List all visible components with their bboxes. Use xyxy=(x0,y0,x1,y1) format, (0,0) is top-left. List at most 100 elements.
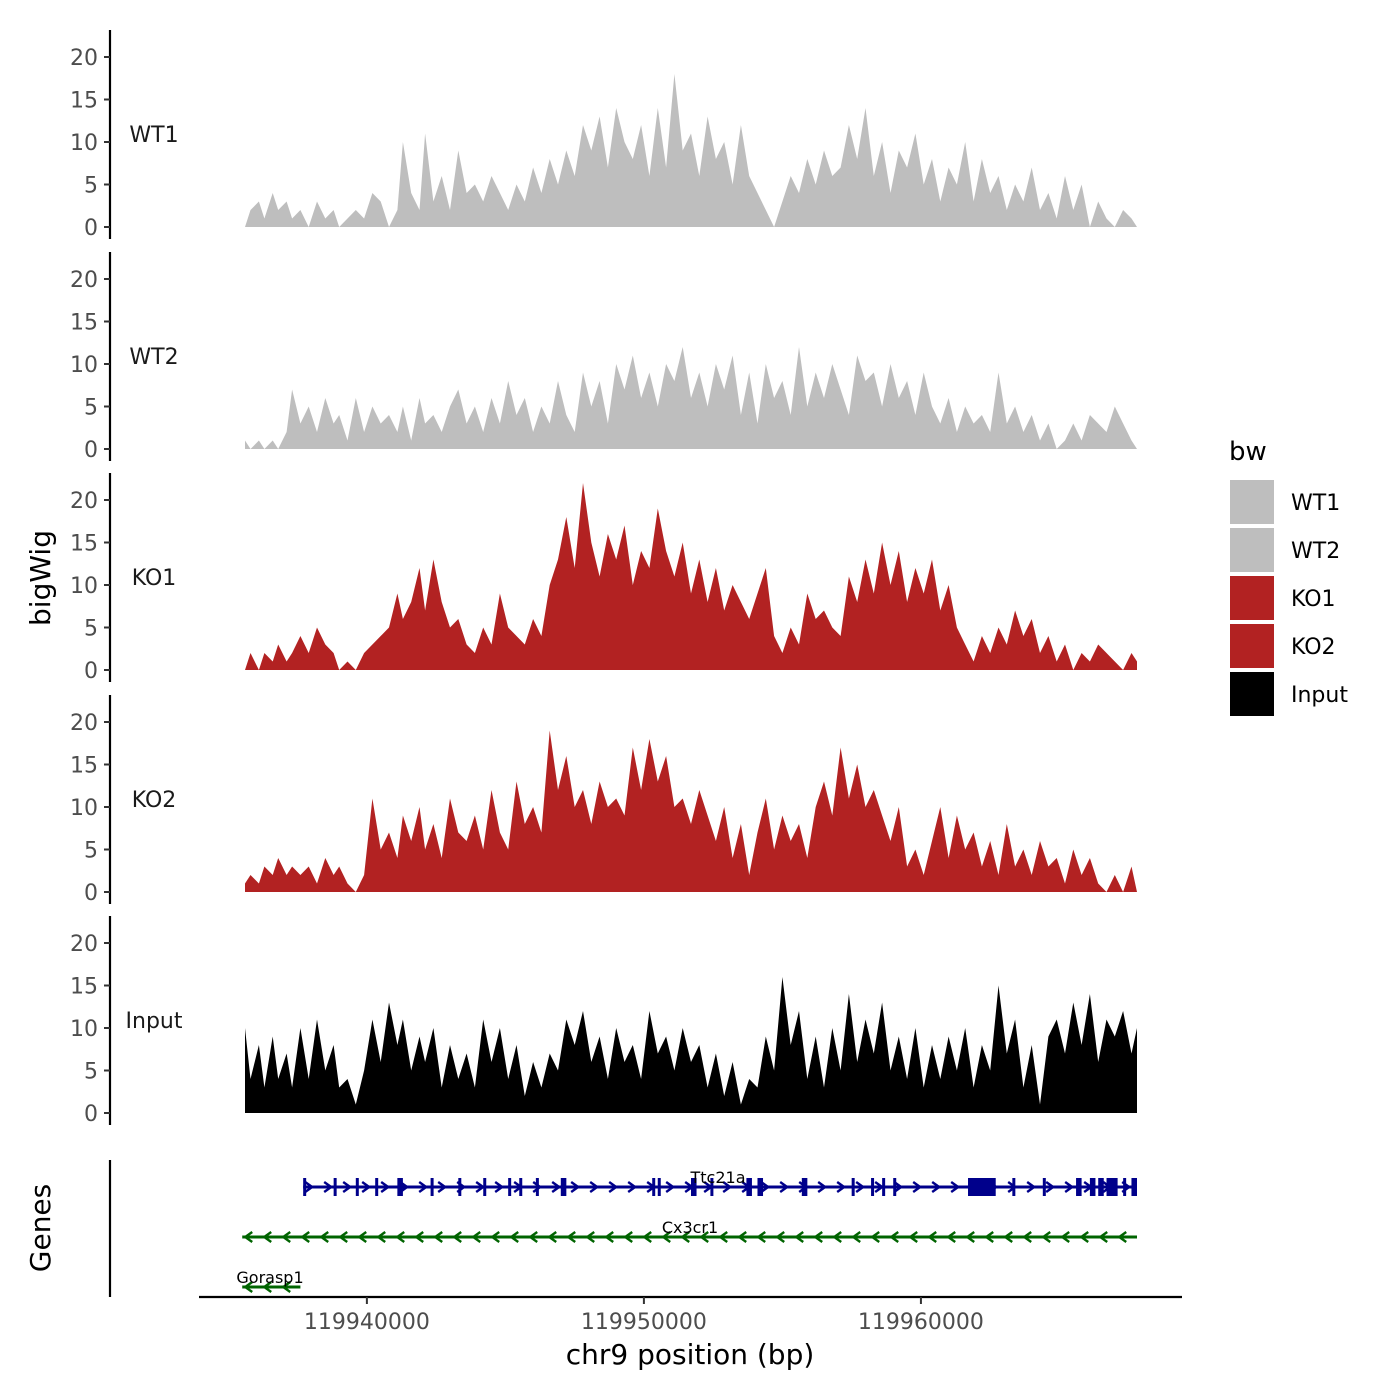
genes-axis-title: Genes xyxy=(24,1184,57,1272)
strand-arrow xyxy=(832,1231,842,1243)
strand-arrow xyxy=(471,1231,481,1243)
gene-cx3cr1: Cx3cr1 xyxy=(242,1218,1137,1243)
exon-block xyxy=(333,1178,337,1196)
y-tick-label: 0 xyxy=(84,659,98,684)
y-tick-label: 20 xyxy=(70,268,98,293)
exon-block xyxy=(1098,1178,1104,1196)
y-tick-label: 20 xyxy=(70,489,98,514)
exon-block xyxy=(882,1178,886,1196)
strand-arrow xyxy=(718,1231,728,1243)
strand-arrow xyxy=(817,1181,828,1193)
exon-block xyxy=(1131,1178,1137,1196)
exon-block xyxy=(1106,1178,1118,1196)
strand-arrow xyxy=(566,1231,576,1243)
exon-block xyxy=(430,1178,434,1196)
genes-track: Ttc21a Cx3cr1 Gorasp1 xyxy=(108,1160,1137,1297)
strand-arrow xyxy=(604,1231,614,1243)
legend-swatch xyxy=(1230,672,1274,716)
strand-arrow xyxy=(528,1231,538,1243)
strand-arrow xyxy=(300,1231,310,1243)
strand-arrow xyxy=(627,1181,638,1193)
track-input: 0 5 10 15 20 Input xyxy=(70,916,1137,1127)
legend-swatch xyxy=(1230,480,1274,524)
strand-arrow xyxy=(1041,1231,1051,1243)
strand-arrow xyxy=(490,1231,500,1243)
strand-arrow xyxy=(680,1231,690,1243)
legend-swatch xyxy=(1230,624,1274,668)
strand-arrow xyxy=(589,1181,600,1193)
strand-arrow xyxy=(532,1181,543,1193)
legend-label: Input xyxy=(1291,683,1348,708)
y-tick-label: 5 xyxy=(84,839,98,864)
strand-arrow xyxy=(376,1231,386,1243)
exon-block xyxy=(1123,1178,1127,1196)
strand-arrow xyxy=(437,1181,448,1193)
strand-arrow xyxy=(585,1231,595,1243)
strand-arrow xyxy=(475,1181,486,1193)
strand-arrow xyxy=(323,1181,334,1193)
legend-item-wt1: WT1 xyxy=(1230,480,1340,524)
track-label: WT2 xyxy=(129,345,178,370)
strand-arrow xyxy=(494,1181,505,1193)
strand-arrow xyxy=(414,1231,424,1243)
y-tick-label: 10 xyxy=(70,574,98,599)
strand-arrow xyxy=(1026,1181,1037,1193)
exon-block xyxy=(710,1178,714,1196)
exon-block xyxy=(691,1178,697,1196)
legend-title: bw xyxy=(1229,437,1267,467)
strand-arrow xyxy=(304,1181,315,1193)
exon-block xyxy=(652,1178,656,1196)
exon-block xyxy=(355,1178,359,1196)
strand-arrow xyxy=(262,1231,272,1243)
strand-arrow xyxy=(243,1281,253,1293)
strand-arrow xyxy=(946,1231,956,1243)
strand-arrow xyxy=(262,1281,272,1293)
legend-swatch xyxy=(1230,576,1274,620)
track-ko1: 0 5 10 15 20 KO1 xyxy=(70,473,1137,684)
strand-arrow xyxy=(775,1231,785,1243)
strand-arrow xyxy=(509,1231,519,1243)
track-label: WT1 xyxy=(129,123,178,148)
strand-arrow xyxy=(893,1181,904,1193)
exon-block xyxy=(397,1178,403,1196)
legend-label: KO1 xyxy=(1291,587,1336,612)
strand-arrow xyxy=(908,1231,918,1243)
legend-label: WT1 xyxy=(1291,491,1340,516)
strand-arrow xyxy=(361,1181,372,1193)
exon-block xyxy=(458,1178,462,1196)
track-label: KO1 xyxy=(132,566,177,591)
y-tick-label: 10 xyxy=(70,1017,98,1042)
y-tick-label: 10 xyxy=(70,131,98,156)
exon-block xyxy=(871,1178,875,1196)
strand-arrow xyxy=(984,1231,994,1243)
strand-arrow xyxy=(779,1181,790,1193)
y-tick-label: 0 xyxy=(84,438,98,463)
signal-area-wt2 xyxy=(245,347,1137,449)
exon-block xyxy=(483,1178,487,1196)
legend-label: KO2 xyxy=(1291,635,1336,660)
strand-arrow xyxy=(319,1231,329,1243)
signal-area-ko1 xyxy=(245,483,1137,670)
strand-arrow xyxy=(1079,1231,1089,1243)
strand-arrow xyxy=(665,1181,676,1193)
y-tick-label: 15 xyxy=(70,754,98,779)
x-tick-label: 119960000 xyxy=(858,1310,984,1335)
strand-arrow xyxy=(338,1231,348,1243)
track-ko2: 0 5 10 15 20 KO2 xyxy=(70,695,1137,906)
y-tick-label: 0 xyxy=(84,1102,98,1127)
strand-arrow xyxy=(357,1231,367,1243)
legend-item-ko2: KO2 xyxy=(1230,624,1336,668)
exon-block xyxy=(968,1178,996,1196)
track-label: KO2 xyxy=(132,788,177,813)
exon-block xyxy=(851,1178,855,1196)
strand-arrow xyxy=(1045,1181,1056,1193)
strand-arrow xyxy=(1117,1231,1127,1243)
strand-arrow xyxy=(760,1181,771,1193)
gene-ttc21a: Ttc21a xyxy=(303,1168,1137,1196)
strand-arrow xyxy=(699,1231,709,1243)
exon-block xyxy=(303,1178,307,1196)
strand-arrow xyxy=(418,1181,429,1193)
y-tick-label: 5 xyxy=(84,617,98,642)
